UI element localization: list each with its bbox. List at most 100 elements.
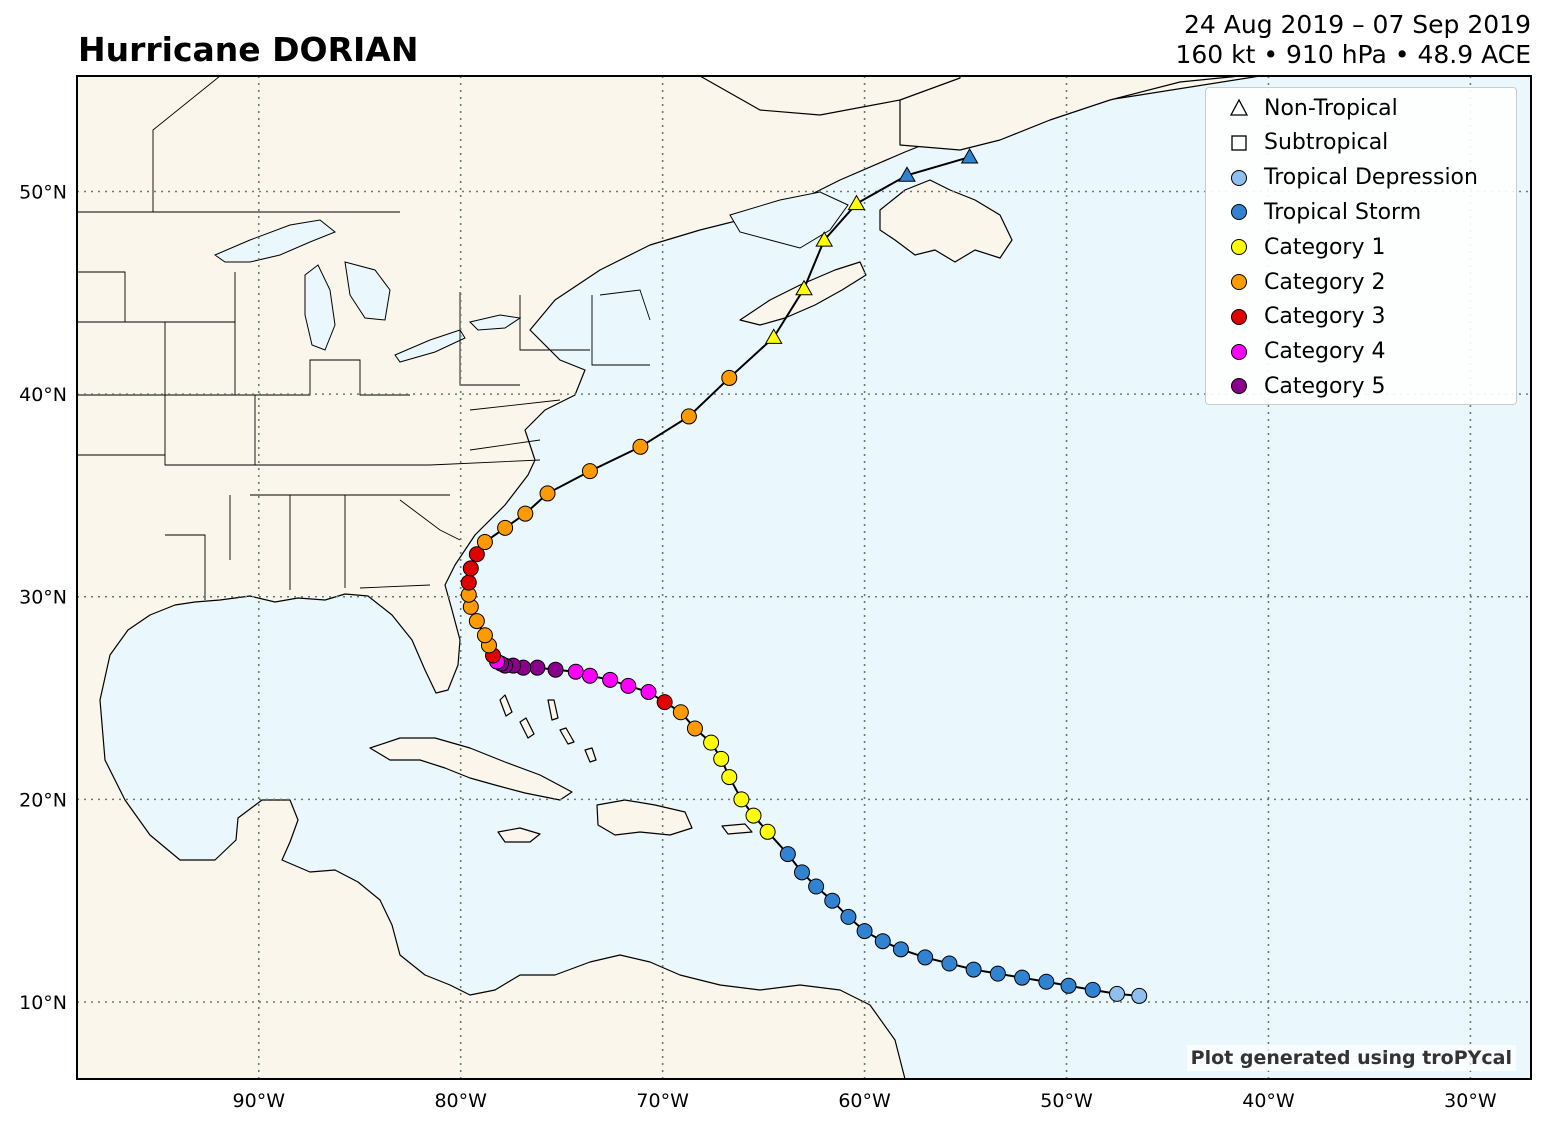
track-point-3 — [1060, 977, 1077, 994]
track-point-53 — [632, 438, 649, 455]
lon-tick-label-5: 40°W — [1242, 1090, 1295, 1112]
north-america-land — [77, 76, 1261, 1079]
legend-marker-icon — [1229, 98, 1249, 116]
legend-label: Subtropical — [1264, 130, 1389, 156]
track-point-7 — [965, 961, 982, 978]
track-point-24 — [686, 720, 703, 737]
lon-tick-label-1: 80°W — [434, 1090, 487, 1112]
track-point-31 — [567, 663, 584, 680]
legend-label: Category 1 — [1264, 234, 1386, 260]
track-point-17 — [779, 846, 796, 863]
track-point-8 — [941, 955, 958, 972]
storm-stats: 160 kt • 910 hPa • 48.9 ACE — [1175, 40, 1531, 69]
track-point-19 — [745, 807, 762, 824]
lon-tick-label-6: 30°W — [1444, 1090, 1497, 1112]
legend-label: Category 3 — [1264, 304, 1386, 330]
track-point-59 — [847, 194, 866, 211]
lake-erie — [394, 329, 466, 363]
track-point-41 — [476, 627, 493, 644]
track-point-33 — [529, 659, 546, 676]
chart-title: Hurricane DORIAN — [78, 30, 419, 69]
lon-tick-label-3: 60°W — [838, 1090, 891, 1112]
lon-tick-label-2: 70°W — [636, 1090, 689, 1112]
legend-marker-icon — [1231, 204, 1247, 221]
track-point-54 — [680, 408, 697, 425]
track-point-61 — [960, 148, 979, 164]
date-range: 24 Aug 2019 – 07 Sep 2019 — [1184, 10, 1531, 39]
legend-marker-icon — [1231, 169, 1247, 186]
lon-tick-label-4: 50°W — [1040, 1090, 1093, 1112]
northern-land-edge — [699, 76, 961, 116]
legend-item: Tropical Depression — [1222, 163, 1478, 193]
track-point-12 — [856, 923, 873, 940]
track-point-10 — [892, 941, 909, 958]
track-point-27 — [640, 683, 657, 700]
legend-item: Non-Tropical — [1222, 93, 1398, 123]
track-point-25 — [672, 704, 689, 721]
gulf-st-lawrence — [729, 191, 849, 249]
legend-label: Category 2 — [1264, 269, 1386, 295]
legend-item: Category 1 — [1222, 232, 1385, 262]
lake-huron — [344, 261, 391, 321]
track-point-6 — [989, 965, 1006, 982]
track-point-18 — [759, 823, 776, 840]
track-point-42 — [468, 613, 485, 630]
track-point-49 — [497, 519, 514, 536]
track-point-15 — [808, 878, 825, 895]
track-point-51 — [539, 485, 556, 502]
track-point-57 — [795, 279, 813, 296]
legend-marker-icon — [1231, 274, 1247, 290]
track-point-2 — [1084, 981, 1101, 998]
lake-ontario — [469, 314, 522, 331]
track-point-4 — [1038, 973, 1055, 990]
track-point-46 — [462, 560, 479, 577]
track-point-58 — [815, 231, 834, 247]
legend-marker-icon — [1231, 308, 1247, 325]
track-point-5 — [1014, 969, 1031, 986]
track-point-13 — [840, 908, 857, 925]
labrador-land — [899, 76, 1241, 151]
track-point-30 — [581, 667, 598, 684]
map-frame — [76, 75, 1532, 1080]
legend-item: Subtropical — [1222, 128, 1388, 158]
legend-item: Category 3 — [1222, 302, 1385, 332]
track-point-1 — [1109, 985, 1126, 1002]
axis-ticks: 90°W 80°W 70°W 60°W 50°W 40°W 30°W 10°N 20°N 30°N… — [19, 181, 1497, 1112]
lat-tick-label-2: 30°N — [19, 587, 67, 609]
track-point-9 — [917, 949, 934, 966]
legend-label: Tropical Storm — [1264, 199, 1422, 225]
track-point-32 — [547, 661, 564, 678]
track-point-48 — [476, 534, 493, 551]
legend-item: Category 5 — [1222, 371, 1385, 401]
legend-label: Category 4 — [1264, 339, 1386, 365]
track-point-29 — [602, 671, 619, 688]
legend: Non-Tropical Subtropical Tropical Depressi… — [1205, 87, 1517, 405]
track-point-14 — [824, 892, 841, 909]
track-point-22 — [713, 750, 730, 767]
lat-tick-label-3: 40°N — [19, 384, 67, 406]
jamaica-land — [497, 827, 541, 843]
track-point-60 — [898, 166, 916, 182]
legend-item: Category 4 — [1222, 337, 1385, 367]
track-point-52 — [581, 463, 598, 480]
track-point-21 — [721, 769, 738, 786]
lat-tick-label-4: 50°N — [19, 181, 67, 203]
track-point-47 — [468, 546, 485, 563]
track-point-20 — [733, 791, 750, 808]
track-point-23 — [703, 734, 720, 751]
bahamas-land — [499, 694, 597, 763]
storm-track — [460, 148, 1148, 1004]
track-point-28 — [620, 677, 637, 694]
hispaniola-land — [596, 799, 693, 836]
track-point-45 — [460, 574, 477, 591]
lon-tick-label-0: 90°W — [233, 1090, 286, 1112]
track-point-56 — [764, 328, 783, 344]
legend-marker-icon — [1231, 343, 1247, 360]
track-point-11 — [874, 933, 891, 950]
legend-label: Tropical Depression — [1264, 165, 1478, 191]
legend-item: Tropical Storm — [1222, 197, 1421, 227]
puerto-rico-land — [721, 823, 753, 835]
legend-marker-icon — [1231, 135, 1247, 151]
credit-text: Plot generated using troPYcal — [1186, 1045, 1516, 1071]
legend-label: Non-Tropical — [1264, 95, 1398, 121]
